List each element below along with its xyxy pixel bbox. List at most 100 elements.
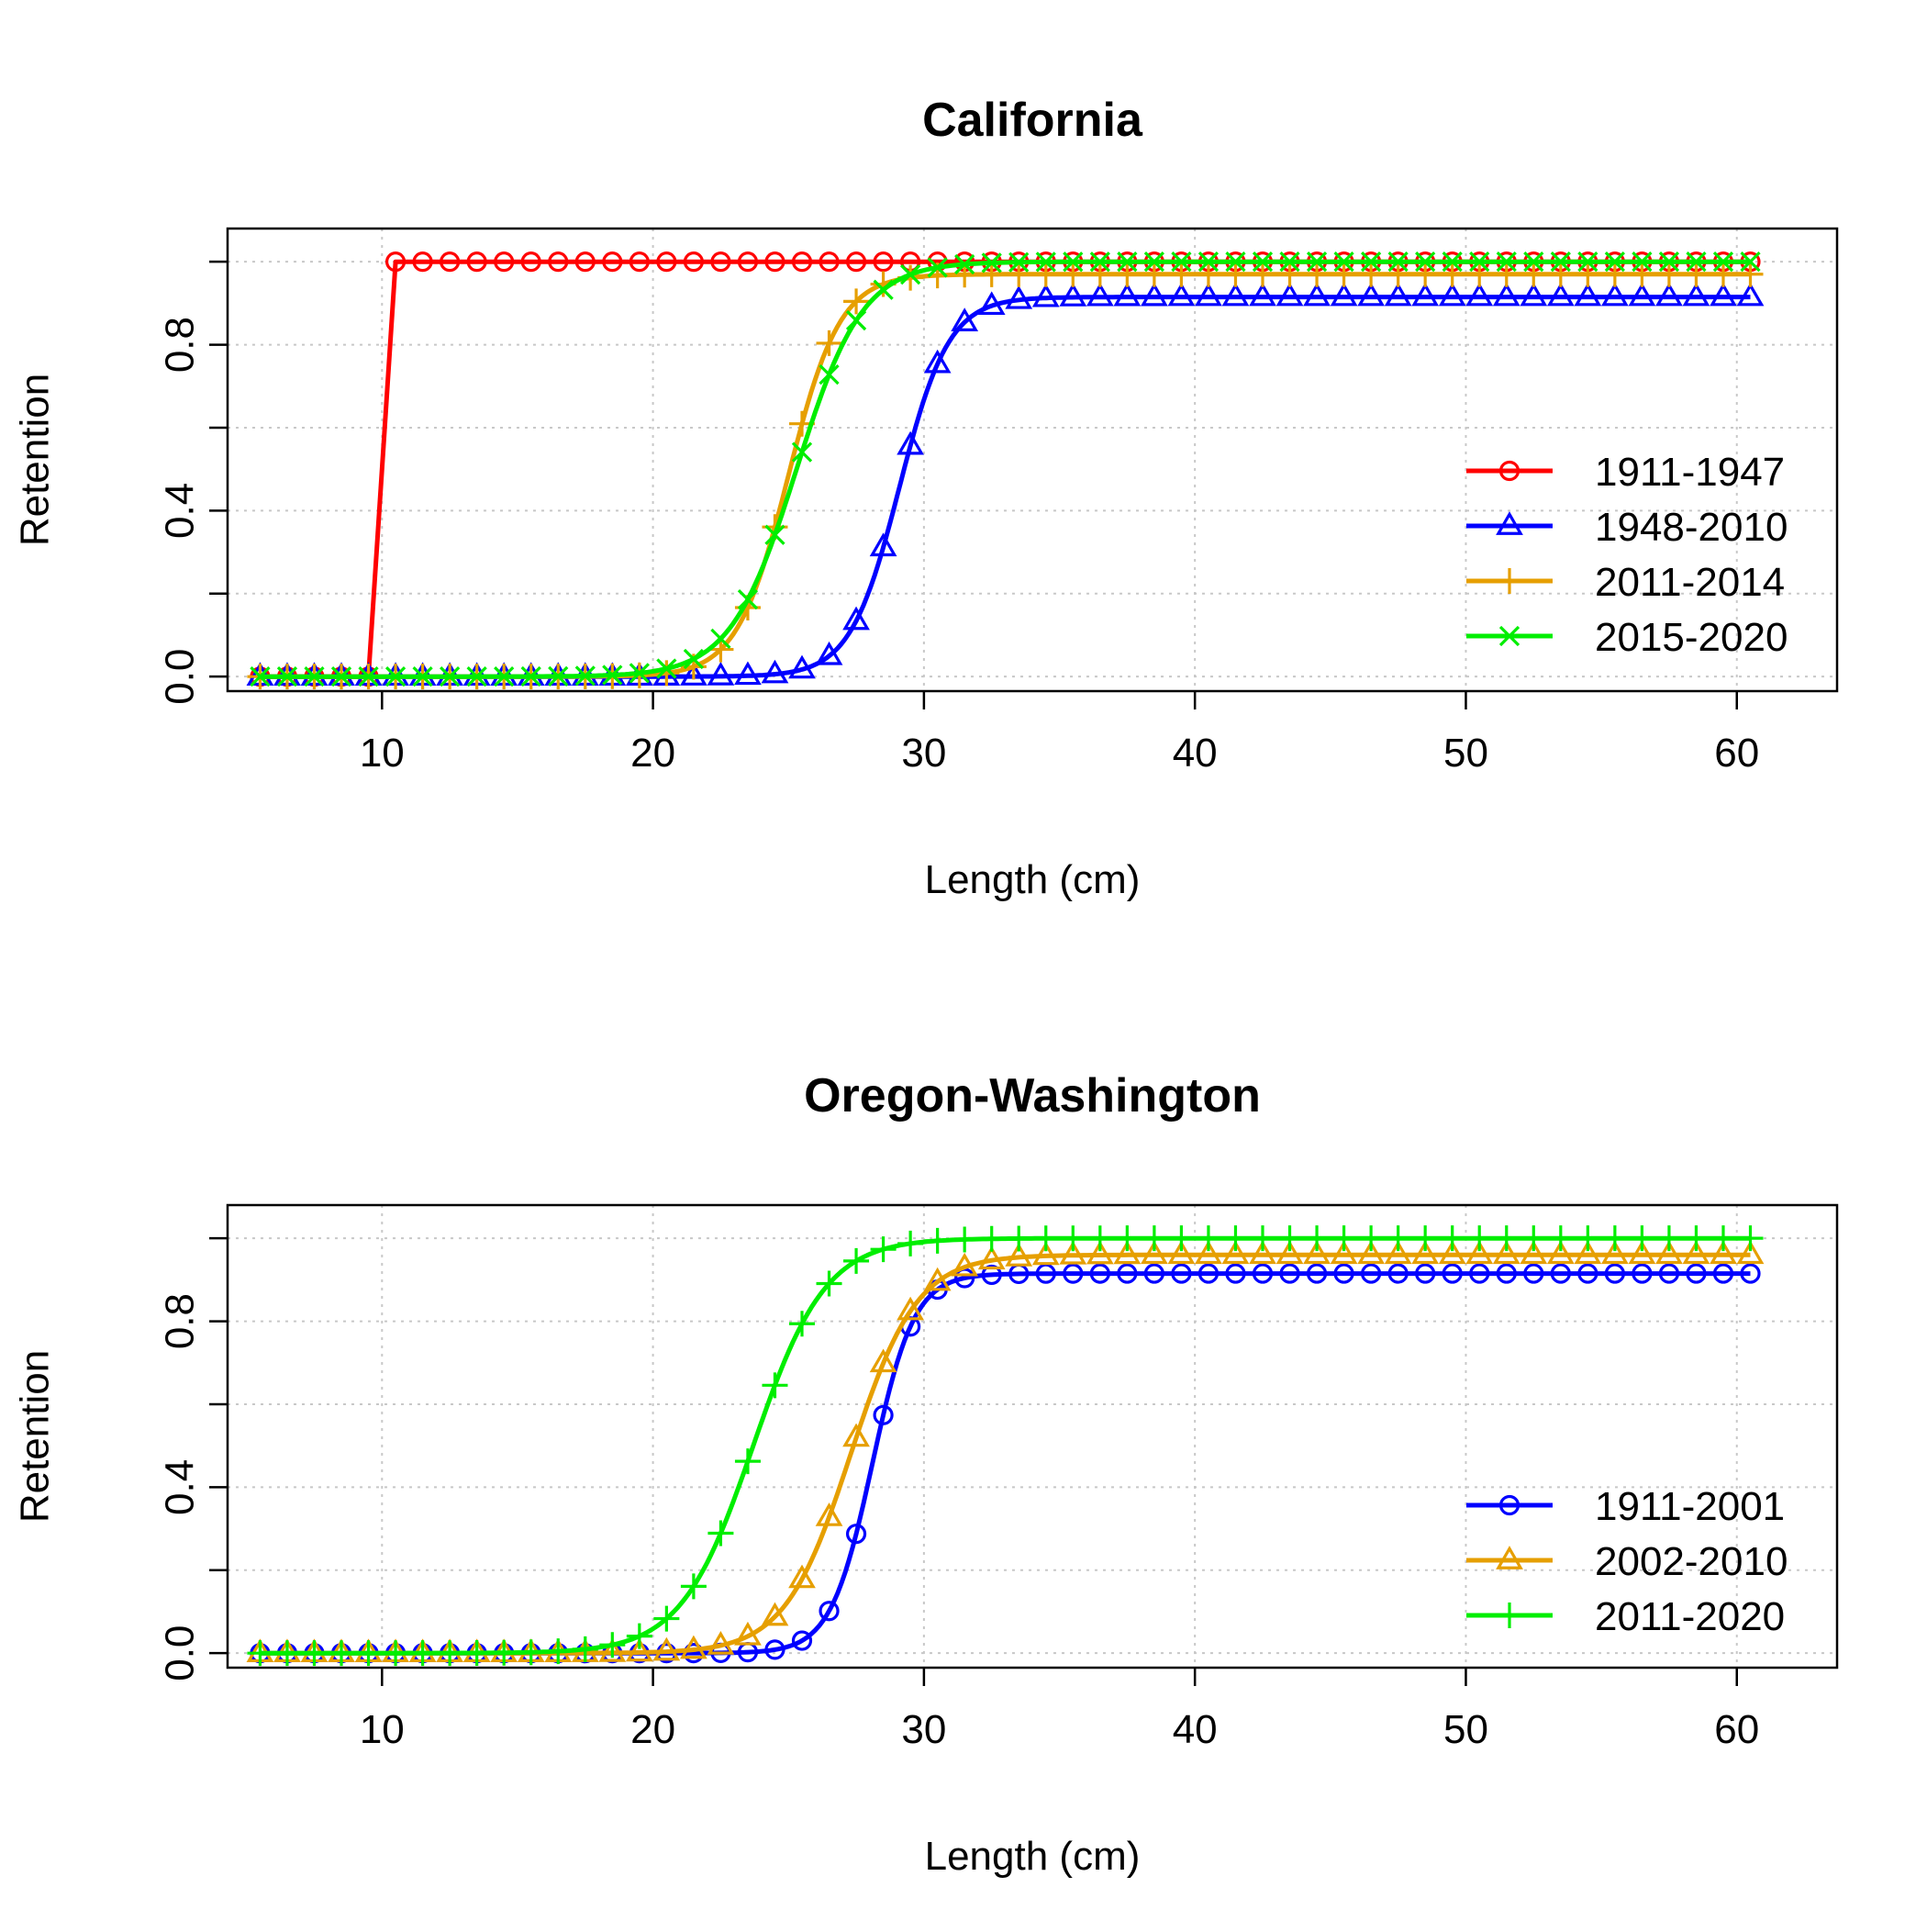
data-point	[870, 1236, 897, 1263]
data-point	[1143, 251, 1165, 273]
data-point	[437, 1640, 463, 1667]
series-markers	[247, 1225, 1764, 1667]
x-tick-label: 30	[901, 731, 946, 776]
data-point	[1117, 1263, 1138, 1284]
data-point	[764, 524, 785, 545]
data-point	[761, 659, 789, 684]
data-point	[1520, 261, 1547, 287]
data-point	[548, 251, 569, 273]
data-point	[1333, 251, 1354, 273]
data-point	[626, 1623, 652, 1649]
x-axis-label: Length (cm)	[925, 857, 1141, 902]
x-axis: 10 20 30 40 50 60 Length (cm)	[360, 1668, 1759, 1879]
plot-area	[226, 227, 1839, 693]
data-point	[1683, 1225, 1710, 1252]
data-point	[951, 307, 979, 331]
series-markers	[246, 1240, 1765, 1663]
series-line	[260, 1271, 1751, 1656]
data-point	[545, 1638, 572, 1665]
data-point	[1655, 1225, 1682, 1252]
data-point	[1550, 251, 1571, 273]
data-point	[466, 251, 487, 273]
legend-label: 2011-2014	[1595, 560, 1785, 605]
data-point	[1222, 261, 1249, 287]
data-point	[1167, 282, 1196, 307]
legend-item: 2011-2020	[1466, 1594, 1785, 1639]
data-point	[680, 662, 707, 686]
data-point	[572, 1636, 598, 1662]
x-tick-label: 20	[630, 1707, 675, 1752]
y-tick-label: 0.0	[158, 649, 203, 705]
grid	[228, 1205, 1837, 1668]
data-point	[1035, 251, 1056, 273]
data-point	[520, 665, 541, 687]
legend-marker	[1498, 625, 1520, 647]
legend-item: 1948-2010	[1466, 505, 1788, 550]
series-line	[260, 1235, 1751, 1656]
data-point	[843, 288, 870, 315]
legend-label: 1911-1947	[1595, 450, 1785, 495]
data-point	[1601, 1225, 1628, 1252]
data-point	[652, 1636, 681, 1661]
data-point	[491, 1639, 518, 1666]
data-point	[1577, 251, 1598, 273]
data-point	[1682, 282, 1710, 307]
legend-marker	[1496, 511, 1523, 535]
data-point	[1249, 261, 1275, 287]
data-point	[1330, 282, 1358, 307]
legend-marker	[1497, 1603, 1522, 1628]
data-point	[1469, 1263, 1490, 1284]
data-point	[1686, 251, 1707, 273]
legend-label: 1948-2010	[1595, 505, 1788, 550]
series-markers	[250, 1263, 1761, 1664]
data-point	[815, 1502, 843, 1526]
data-point	[656, 658, 677, 679]
data-point	[1577, 1263, 1598, 1284]
x-tick-label: 10	[360, 731, 405, 776]
data-point	[1736, 282, 1765, 307]
data-point	[1574, 1240, 1602, 1265]
data-point	[1221, 282, 1250, 307]
data-point	[873, 279, 894, 300]
data-point	[1632, 251, 1653, 273]
data-point	[1384, 282, 1412, 307]
data-point	[869, 1348, 897, 1373]
data-point	[1303, 1240, 1331, 1265]
data-point	[1333, 1263, 1354, 1284]
data-point	[897, 1230, 924, 1256]
data-point	[1387, 1263, 1409, 1284]
data-point	[927, 257, 948, 278]
data-point	[1063, 251, 1084, 273]
data-point	[1574, 282, 1602, 307]
data-point	[923, 349, 952, 374]
data-point	[1063, 1263, 1084, 1284]
data-point	[1114, 1225, 1141, 1252]
data-point	[1252, 1263, 1274, 1284]
series-2015-2020	[250, 251, 1761, 687]
legend-item: 1911-2001	[1466, 1484, 1785, 1529]
data-point	[1249, 1240, 1276, 1265]
y-tick-label: 0.8	[158, 317, 203, 373]
series-line	[260, 259, 1751, 679]
data-point	[845, 1524, 867, 1545]
data-point	[1141, 1225, 1167, 1252]
legend-item: 1911-1947	[1466, 450, 1785, 495]
data-point	[1469, 251, 1490, 273]
data-point	[764, 1639, 785, 1660]
data-point	[897, 1296, 924, 1321]
data-point	[330, 666, 352, 687]
data-point	[383, 1640, 409, 1667]
data-point	[788, 654, 816, 679]
data-point	[1225, 251, 1246, 273]
data-point	[1411, 282, 1440, 307]
data-point	[1006, 261, 1032, 287]
data-point	[1385, 1225, 1411, 1252]
data-point	[1712, 251, 1734, 273]
chart-title: Oregon-Washington	[804, 1069, 1261, 1122]
y-axis: 0.0 0.4 0.8 Retention	[13, 1236, 228, 1681]
data-point	[1086, 261, 1113, 287]
data-point	[574, 665, 596, 687]
data-point	[1658, 1263, 1680, 1284]
data-point	[1550, 1263, 1571, 1284]
data-point	[1547, 261, 1574, 287]
